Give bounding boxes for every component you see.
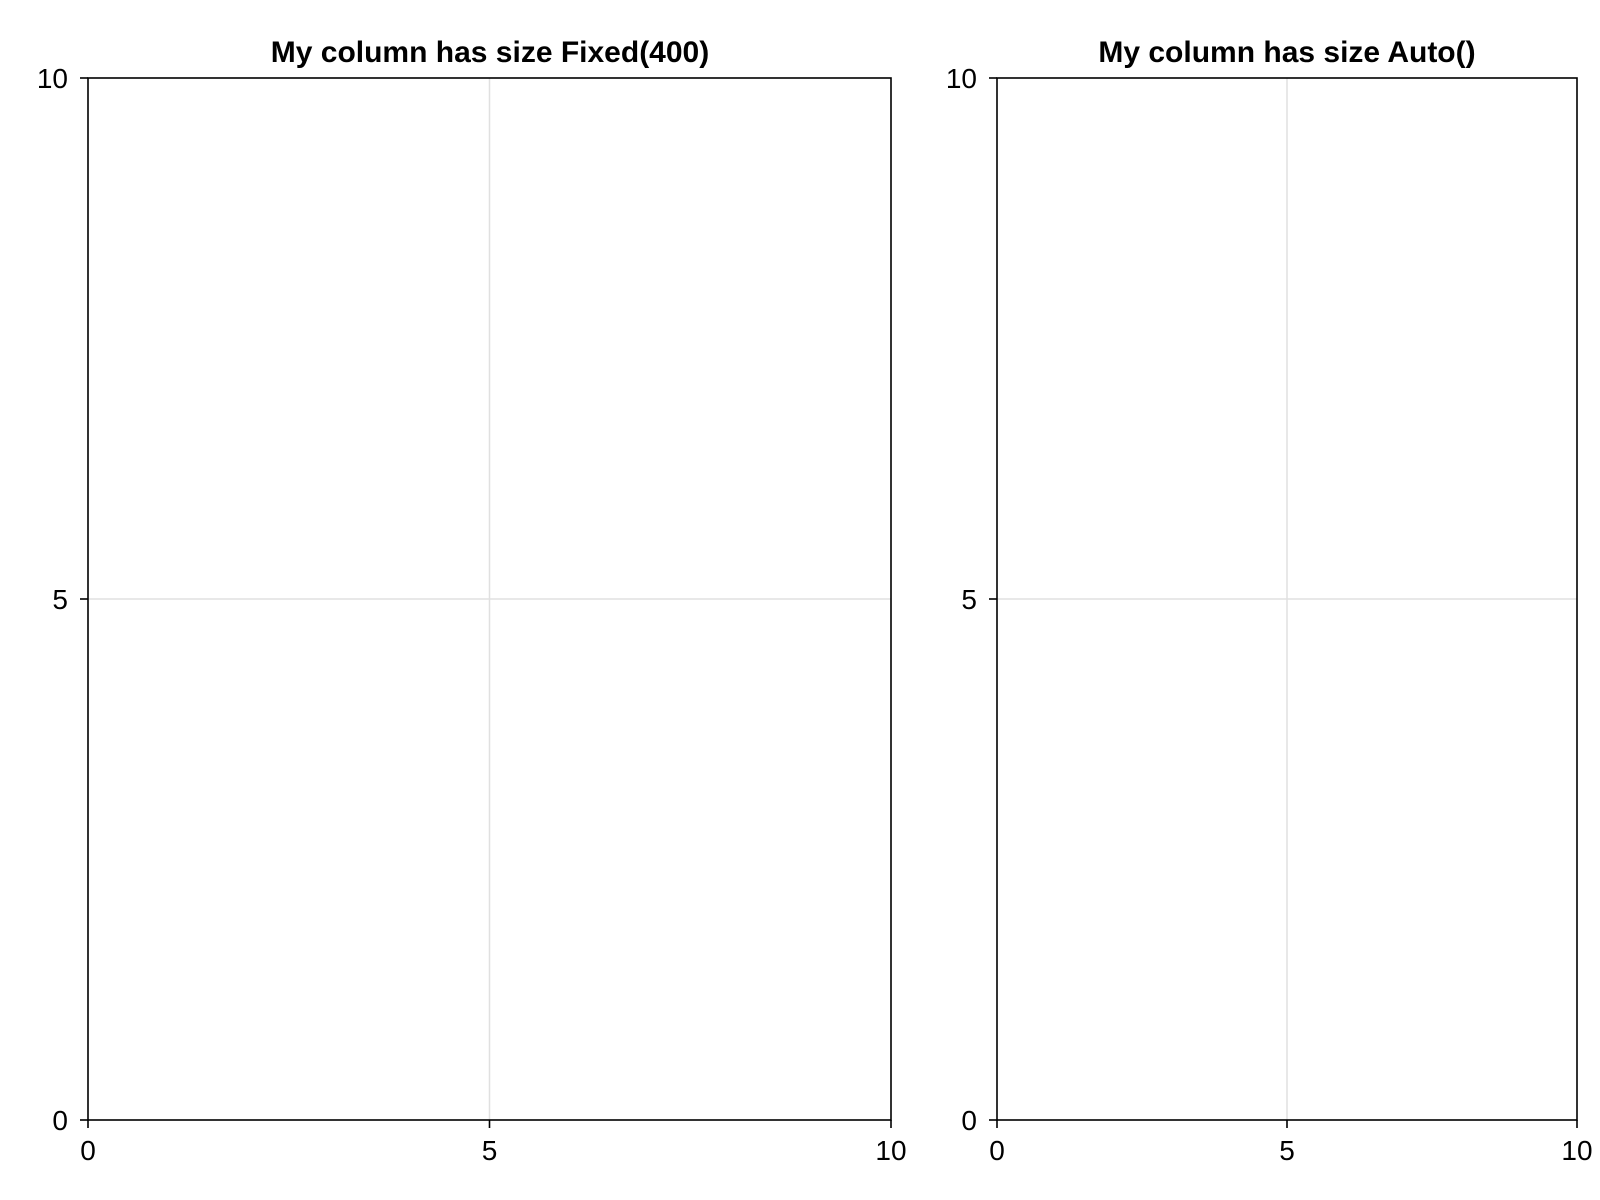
y-tick-label: 5 xyxy=(52,584,68,615)
x-tick-label: 0 xyxy=(989,1135,1005,1166)
x-tick-label: 10 xyxy=(1561,1135,1592,1166)
tick-marks xyxy=(80,77,892,1128)
grid-lines xyxy=(88,78,891,1120)
y-tick-label: 0 xyxy=(52,1105,68,1136)
y-tick-label: 0 xyxy=(961,1105,977,1136)
y-tick-labels: 0 5 10 xyxy=(37,63,68,1136)
tick-marks xyxy=(989,77,1578,1128)
plot-title: My column has size Auto() xyxy=(1098,36,1475,69)
x-tick-labels: 0 5 10 xyxy=(80,1135,906,1166)
y-tick-label: 10 xyxy=(946,63,977,94)
y-tick-labels: 0 5 10 xyxy=(946,63,977,1136)
y-tick-label: 10 xyxy=(37,63,68,94)
x-tick-label: 5 xyxy=(482,1135,498,1166)
grid-lines xyxy=(997,78,1577,1120)
y-tick-label: 5 xyxy=(961,584,977,615)
x-tick-label: 10 xyxy=(875,1135,906,1166)
x-tick-labels: 0 5 10 xyxy=(989,1135,1592,1166)
x-tick-label: 0 xyxy=(80,1135,96,1166)
x-tick-label: 5 xyxy=(1279,1135,1295,1166)
plot-title: My column has size Fixed(400) xyxy=(271,36,709,69)
plot-fixed-column: My column has size Fixed(400) 0 5 10 0 5 10 xyxy=(37,36,907,1166)
plot-auto-column: My column has size Auto() 0 5 10 0 5 10 xyxy=(946,36,1593,1166)
